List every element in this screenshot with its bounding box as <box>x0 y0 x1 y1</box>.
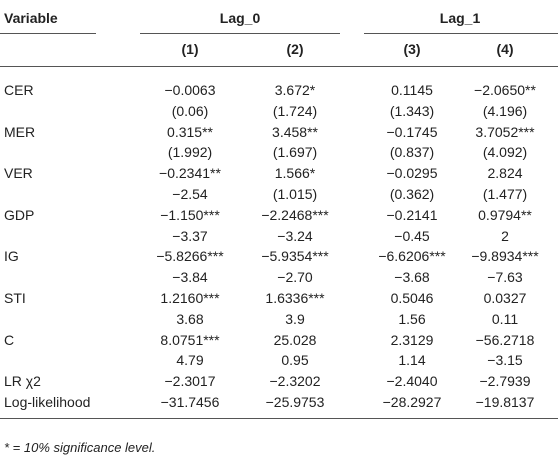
cell: −3.68 <box>394 269 430 286</box>
cell: (1.015) <box>272 186 318 202</box>
cell: (1.697) <box>272 144 318 161</box>
rule <box>364 33 558 34</box>
cell: 3.672* <box>274 82 316 98</box>
cell: 25.028 <box>273 331 317 348</box>
cell: (1.343) <box>389 102 435 119</box>
cell: (4.196) <box>482 102 528 119</box>
row-label: MER <box>4 123 36 140</box>
cell: (1.724) <box>272 102 318 119</box>
cell: −56.2718 <box>475 331 535 348</box>
cell: −3.84 <box>172 269 208 286</box>
cell: −9.8934*** <box>471 248 539 265</box>
header-variable: Variable <box>4 10 58 26</box>
cell: 1.14 <box>398 352 426 369</box>
cell: 0.95 <box>281 352 309 369</box>
cell: −2.3017 <box>164 373 216 390</box>
cell: 3.68 <box>176 310 204 327</box>
cell: −2.54 <box>172 186 208 202</box>
cell: 2 <box>501 227 509 244</box>
cell: −2.0650** <box>474 82 536 98</box>
cell: 1.2160*** <box>160 290 220 306</box>
cell: −19.8137 <box>475 394 535 410</box>
row-label: STI <box>4 290 26 306</box>
cell: −0.2141 <box>386 206 438 223</box>
rule <box>0 66 558 67</box>
cell: 3.458** <box>272 123 318 140</box>
column-header: (1) <box>181 41 199 57</box>
cell: 2.3129 <box>390 331 434 348</box>
row-label: LR χ2 <box>4 373 41 390</box>
cell: (0.837) <box>389 144 435 161</box>
cell: 3.7052*** <box>475 123 535 140</box>
cell: −5.8266*** <box>156 248 224 265</box>
cell: −2.3202 <box>269 373 321 390</box>
cell: 2.824 <box>487 165 523 182</box>
cell: (1.992) <box>167 144 213 161</box>
cell: −28.2927 <box>382 394 442 410</box>
cell: −3.15 <box>487 352 523 369</box>
column-header: (4) <box>496 41 514 57</box>
cell: −1.150*** <box>160 206 220 223</box>
row-label: C <box>4 331 15 348</box>
cell: −2.2468*** <box>261 206 329 223</box>
cell: −3.24 <box>277 227 313 244</box>
cell: −3.37 <box>172 227 208 244</box>
cell: (0.362) <box>389 186 435 202</box>
cell: (4.092) <box>482 144 528 161</box>
cell: −2.70 <box>277 269 313 286</box>
cell: −25.9753 <box>265 394 325 410</box>
cell: −7.63 <box>487 269 523 286</box>
cell: 1.6336*** <box>265 290 325 306</box>
header-group: Lag_0 <box>219 10 261 26</box>
cell: −5.9354*** <box>261 248 329 265</box>
cell: (0.06) <box>171 102 209 119</box>
cell: −31.7456 <box>160 394 220 410</box>
header-group: Lag_1 <box>439 10 481 26</box>
cell: 0.11 <box>491 310 519 327</box>
rule <box>140 33 340 34</box>
rule <box>0 33 96 34</box>
cell: −0.2341** <box>159 165 221 182</box>
cell: 1.566* <box>274 165 316 182</box>
cell: −0.0063 <box>164 82 216 98</box>
cell: 1.56 <box>398 310 426 327</box>
footnote: * = 10% significance level. <box>4 440 156 455</box>
cell: −2.7939 <box>479 373 531 390</box>
rule <box>0 418 558 419</box>
cell: 0.315** <box>167 123 213 140</box>
row-label: GDP <box>4 206 35 223</box>
cell: 3.9 <box>285 310 305 327</box>
cell: −0.1745 <box>386 123 438 140</box>
cell: −6.6206*** <box>378 248 446 265</box>
cell: −2.4040 <box>386 373 438 390</box>
cell: 0.5046 <box>390 290 434 306</box>
column-header: (2) <box>286 41 304 57</box>
cell: 0.9794** <box>478 206 532 223</box>
row-label: Log-likelihood <box>4 394 91 410</box>
cell: 0.1145 <box>391 82 433 98</box>
row-label: IG <box>4 248 19 265</box>
cell: −0.0295 <box>386 165 438 182</box>
cell: 0.0327 <box>483 290 527 306</box>
row-label: CER <box>4 82 34 98</box>
cell: 8.0751*** <box>160 331 220 348</box>
cell: 4.79 <box>176 352 204 369</box>
column-header: (3) <box>403 41 421 57</box>
row-label: VER <box>4 165 33 182</box>
cell: −0.45 <box>394 227 430 244</box>
cell: (1.477) <box>482 186 528 202</box>
